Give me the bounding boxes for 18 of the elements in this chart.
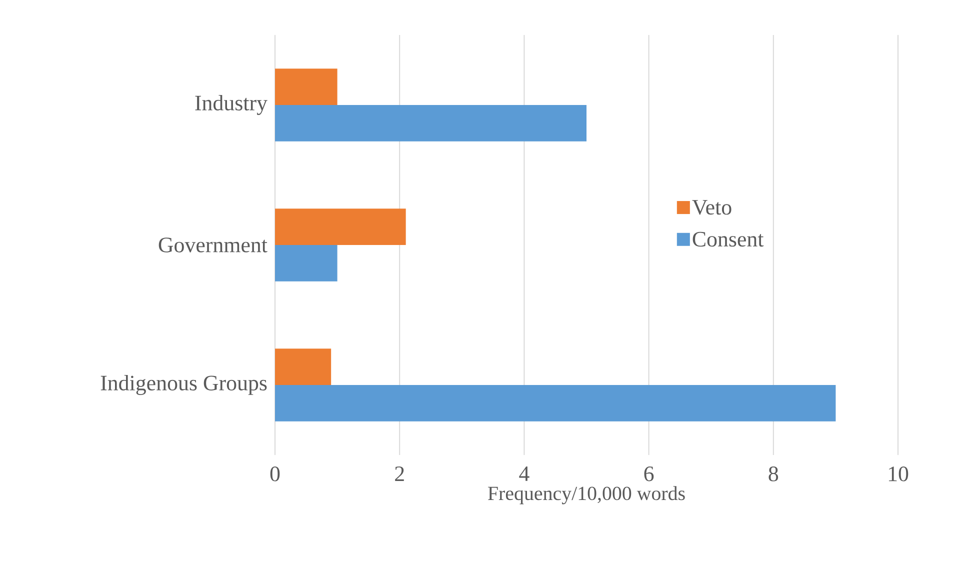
x-axis-title: Frequency/10,000 words — [488, 486, 685, 504]
legend-label: Veto — [692, 200, 732, 215]
y-tick-label: Industry — [195, 95, 268, 115]
x-tick-label: 10 — [888, 466, 908, 482]
bar — [275, 208, 406, 246]
y-tick-label: Indigenous Groups — [100, 375, 267, 395]
bar — [275, 245, 338, 282]
x-tick-label: 6 — [644, 466, 654, 482]
legend-label: Consent — [692, 232, 764, 247]
y-tick-label: Government — [158, 238, 268, 252]
x-tick-label: 8 — [768, 466, 778, 482]
bar — [275, 105, 587, 142]
bar — [275, 348, 332, 386]
x-tick-label: 4 — [519, 466, 530, 481]
x-tick-label: 2 — [395, 466, 404, 482]
x-tick-label: 0 — [270, 466, 280, 482]
bar — [275, 68, 338, 105]
bar — [275, 385, 836, 422]
